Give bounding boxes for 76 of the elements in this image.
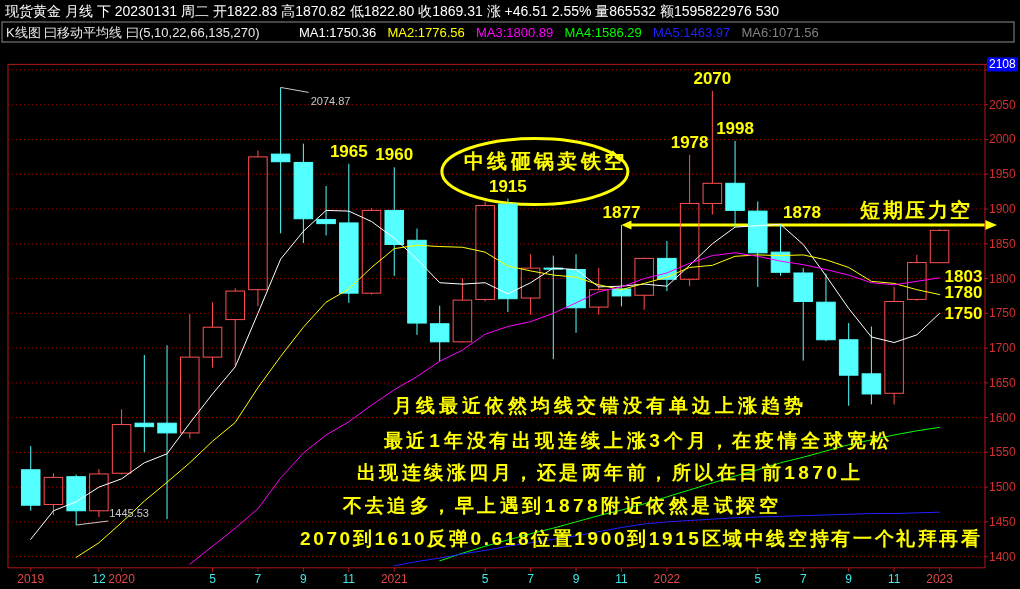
x-tick-label: 7 [527, 571, 535, 586]
x-tick-label: 5 [481, 571, 489, 586]
y-tick-label: 1450 [989, 514, 1017, 529]
candlestick [361, 207, 382, 294]
annotation: 1965 [329, 141, 368, 161]
x-tick-label: 11 [887, 571, 901, 586]
x-tick-label: 7 [254, 571, 262, 586]
y-tick-label: 2050 [989, 97, 1017, 112]
candlestick [770, 224, 791, 277]
annotation: 1998 [716, 118, 754, 138]
annotation: 2074.87 [310, 95, 351, 108]
candlestick [270, 86, 291, 234]
y-tick-label: 1600 [989, 410, 1017, 425]
x-tick-label: 2020 [108, 571, 136, 586]
text: MA5:1463.97 [653, 25, 731, 40]
y-tick-label: 1500 [989, 480, 1017, 495]
y-tick-label: 1700 [989, 341, 1017, 356]
x-tick-label: 9 [572, 571, 580, 586]
candlestick [452, 278, 473, 343]
x-tick-label: 2022 [653, 571, 681, 586]
legend-title: K线图 曰移动平均线 曰(5,10,22,66,135,270) [6, 25, 260, 40]
annotation: 月线最近依然均线交错没有单边上涨趋势 [392, 395, 803, 416]
candlestick [611, 224, 632, 307]
x-tick-label: 5 [209, 571, 217, 586]
y-tick-label: 1850 [989, 236, 1017, 251]
line-series [75, 244, 941, 558]
annotation: 1877 [602, 203, 641, 223]
candlestick [634, 257, 654, 311]
candlestick [679, 154, 700, 287]
chart-title: 现货黄金 月线 下 20230131 周二 开1822.83 高1870.82 低1822.80 收1869.31 涨 +46.51 2.55% 量865532 额1595822976 530 [5, 3, 780, 19]
text: MA4:1586.29 [564, 25, 642, 40]
x-tick-label: 9 [845, 571, 853, 586]
y-tick-label: 2108 [989, 57, 1017, 72]
y-tick-label: 1750 [989, 306, 1017, 321]
y-tick-label: 1400 [989, 549, 1017, 564]
candlestick [316, 185, 336, 236]
candlestick [157, 344, 177, 520]
y-tick-label: 1650 [989, 375, 1017, 390]
candlestick [248, 150, 268, 307]
candlestick [429, 305, 450, 362]
y-tick-label: 2000 [989, 132, 1017, 147]
annotation: 2070 [693, 68, 732, 88]
candlestick [134, 354, 155, 453]
legend-label: MA6:1071.56 [741, 25, 819, 40]
candlestick [202, 301, 223, 369]
candlestick [929, 229, 950, 264]
annotation: 1978 [670, 132, 709, 152]
candlestick [543, 255, 564, 360]
text: MA3:1800.89 [476, 25, 554, 40]
y-tick-label: 1550 [989, 445, 1017, 460]
annotation: 短期压力空 [859, 199, 970, 222]
x-tick-label: 5 [754, 571, 762, 586]
annotation: 1750 [944, 304, 983, 324]
candlestick [111, 408, 132, 474]
x-tick-label: 9 [300, 571, 308, 586]
x-tick-label: 12 [92, 571, 106, 586]
y-tick-label: 1900 [989, 202, 1017, 217]
candlestick [884, 286, 904, 405]
candlestick [475, 200, 495, 302]
candlestick [89, 468, 109, 518]
annotation: 1878 [783, 203, 821, 223]
text: MA1:1750.36 [299, 25, 377, 40]
x-tick-label: 7 [799, 571, 807, 586]
text: MA2:1776.56 [387, 25, 465, 40]
x-tick-label: 2023 [926, 571, 954, 586]
y-tick-label: 1800 [989, 271, 1017, 286]
x-tick-label: 11 [342, 571, 356, 586]
x-tick-label: 2021 [380, 571, 408, 586]
x-tick-label: 11 [615, 571, 629, 586]
line-series [189, 252, 941, 565]
candlestick [520, 253, 541, 316]
candlestick [861, 326, 882, 405]
y-tick-label: 1950 [989, 167, 1017, 182]
x-tick-label: 2019 [17, 571, 45, 586]
annotation: 1960 [375, 145, 414, 165]
annotation: 1915 [488, 176, 527, 196]
